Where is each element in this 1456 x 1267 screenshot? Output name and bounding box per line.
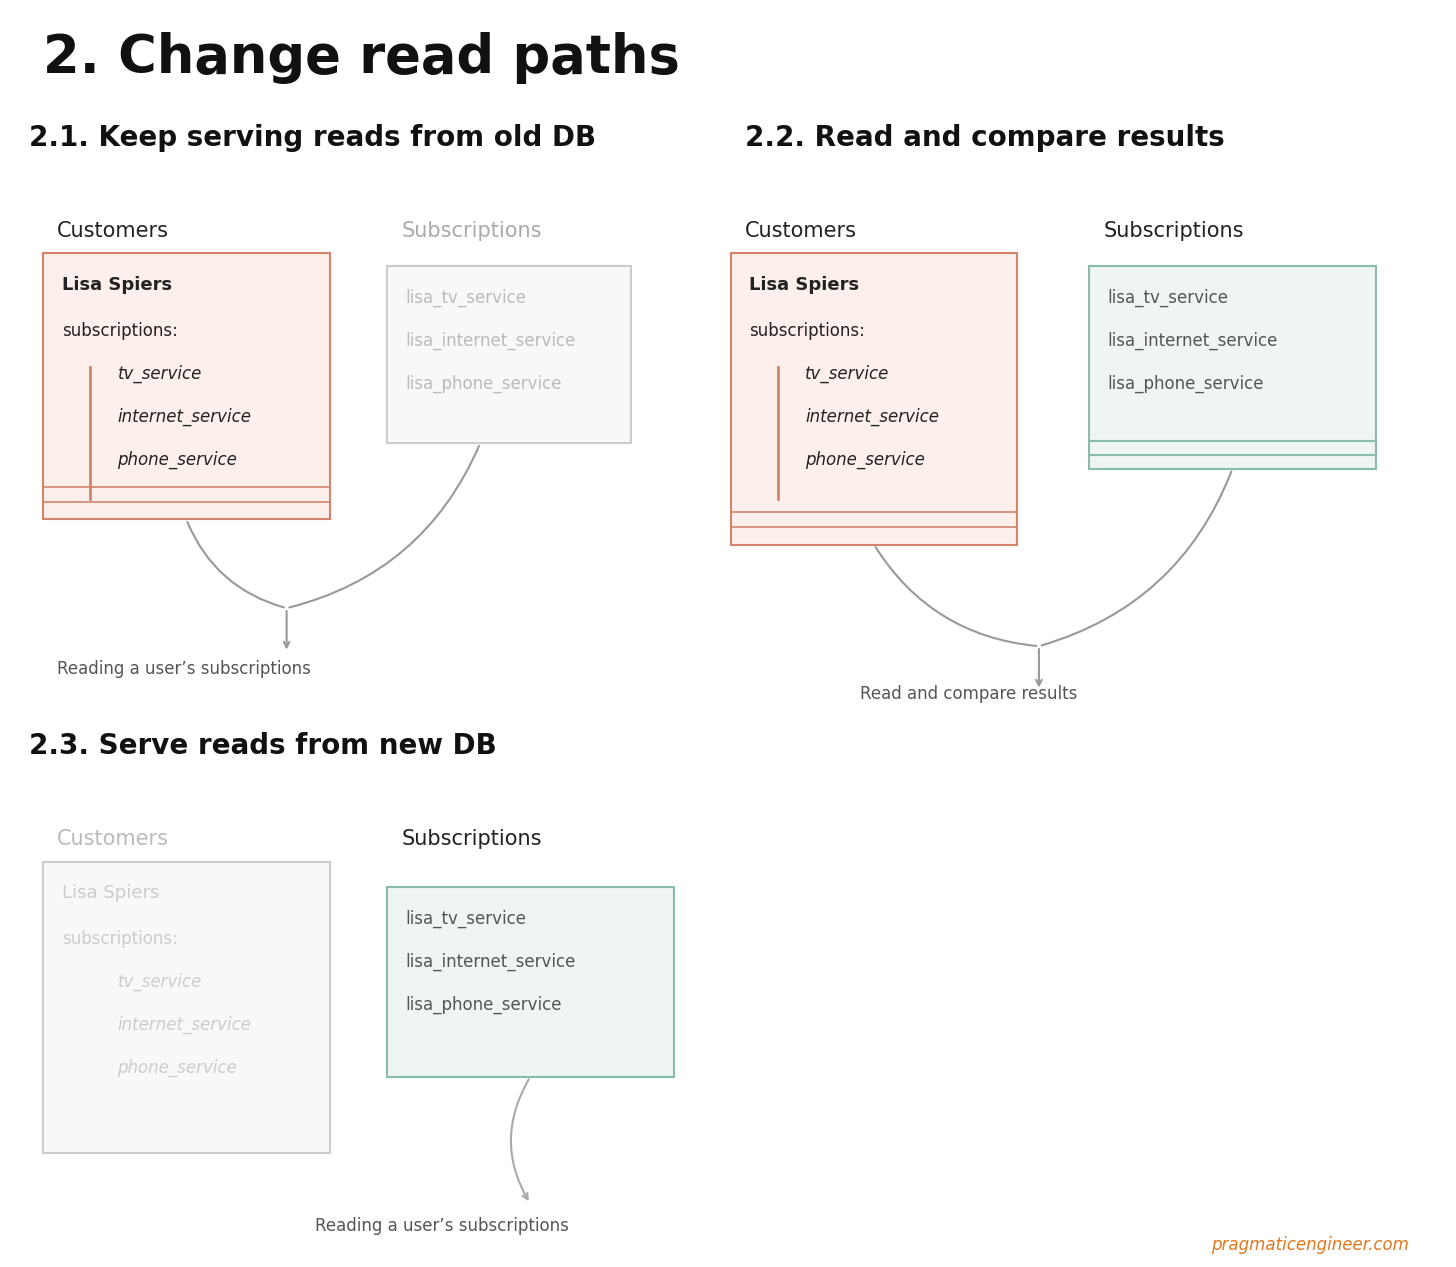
- FancyBboxPatch shape: [387, 887, 674, 1077]
- Text: pragmaticengineer.com: pragmaticengineer.com: [1211, 1237, 1409, 1254]
- Text: Reading a user’s subscriptions: Reading a user’s subscriptions: [57, 660, 312, 678]
- Text: subscriptions:: subscriptions:: [750, 322, 865, 340]
- Text: Subscriptions: Subscriptions: [402, 829, 542, 849]
- Text: lisa_tv_service: lisa_tv_service: [406, 910, 527, 927]
- Text: Read and compare results: Read and compare results: [860, 685, 1077, 703]
- Text: phone_service: phone_service: [118, 451, 237, 469]
- Text: lisa_internet_service: lisa_internet_service: [406, 332, 577, 350]
- Text: Reading a user’s subscriptions: Reading a user’s subscriptions: [316, 1218, 569, 1235]
- Text: Subscriptions: Subscriptions: [1104, 220, 1243, 241]
- Text: Customers: Customers: [57, 829, 169, 849]
- Text: tv_service: tv_service: [118, 365, 202, 383]
- Text: Lisa Spiers: Lisa Spiers: [61, 884, 159, 902]
- FancyBboxPatch shape: [44, 862, 329, 1153]
- Text: Subscriptions: Subscriptions: [402, 220, 542, 241]
- Text: 2.3. Serve reads from new DB: 2.3. Serve reads from new DB: [29, 732, 496, 760]
- Text: phone_service: phone_service: [118, 1059, 237, 1077]
- Text: Lisa Spiers: Lisa Spiers: [750, 276, 859, 294]
- Text: lisa_internet_service: lisa_internet_service: [406, 953, 577, 971]
- Text: subscriptions:: subscriptions:: [61, 930, 178, 948]
- Text: tv_service: tv_service: [118, 973, 202, 991]
- Text: lisa_phone_service: lisa_phone_service: [406, 996, 562, 1014]
- Text: lisa_phone_service: lisa_phone_service: [406, 375, 562, 393]
- FancyBboxPatch shape: [1089, 266, 1376, 469]
- Text: internet_service: internet_service: [805, 408, 939, 426]
- Text: internet_service: internet_service: [118, 1016, 252, 1034]
- Text: lisa_tv_service: lisa_tv_service: [406, 289, 527, 307]
- Text: Lisa Spiers: Lisa Spiers: [61, 276, 172, 294]
- Text: Customers: Customers: [745, 220, 858, 241]
- Text: lisa_internet_service: lisa_internet_service: [1108, 332, 1278, 350]
- Text: 2.2. Read and compare results: 2.2. Read and compare results: [745, 124, 1224, 152]
- Text: lisa_phone_service: lisa_phone_service: [1108, 375, 1264, 393]
- Text: phone_service: phone_service: [805, 451, 925, 469]
- Text: 2. Change read paths: 2. Change read paths: [44, 32, 680, 84]
- Text: 2.1. Keep serving reads from old DB: 2.1. Keep serving reads from old DB: [29, 124, 596, 152]
- Text: internet_service: internet_service: [118, 408, 252, 426]
- Text: lisa_tv_service: lisa_tv_service: [1108, 289, 1229, 307]
- Text: tv_service: tv_service: [805, 365, 890, 383]
- FancyBboxPatch shape: [731, 253, 1018, 545]
- Text: subscriptions:: subscriptions:: [61, 322, 178, 340]
- FancyBboxPatch shape: [387, 266, 630, 443]
- FancyBboxPatch shape: [44, 253, 329, 519]
- Text: Customers: Customers: [57, 220, 169, 241]
